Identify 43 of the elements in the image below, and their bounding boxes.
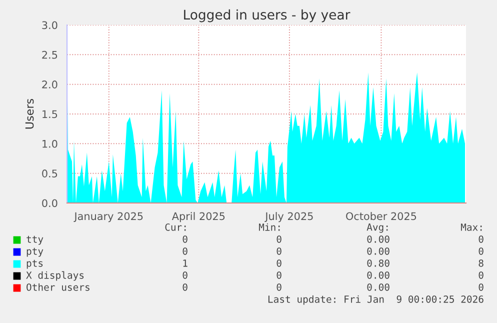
text: 0 <box>478 247 484 255</box>
y-axis-title: Users <box>25 98 34 129</box>
y-tick-label: 1.5 <box>42 110 58 118</box>
chart-title: Logged in users - by year <box>184 9 350 22</box>
y-tick-label: 1.0 <box>42 140 58 148</box>
text: 0 <box>276 259 282 267</box>
x-tick-label: January 2025 <box>74 212 143 222</box>
legend-label: X displays <box>26 271 84 281</box>
text: Cur: <box>165 223 186 231</box>
text: 0 <box>478 271 484 279</box>
text: 0 <box>276 283 282 291</box>
y-tick-label: 2.5 <box>42 50 58 59</box>
text: 0.00 <box>367 247 390 255</box>
text: 0 <box>276 271 282 279</box>
text: Last update: Fri Jan 9 00:00:25 2026 <box>268 295 484 305</box>
text: 0 <box>182 247 188 255</box>
text: Min: <box>258 223 280 231</box>
y-tick-label: 2.0 <box>42 80 58 88</box>
text: Max: <box>460 224 482 231</box>
text: 0 <box>276 247 282 255</box>
legend-label: pty <box>26 248 44 257</box>
text: 1 <box>183 260 188 267</box>
y-tick-label: 0.5 <box>42 170 58 178</box>
text: 0 <box>478 235 484 243</box>
text: 0 <box>182 235 188 243</box>
text: 0 <box>182 271 188 279</box>
text: 0 <box>182 283 188 291</box>
y-tick-label: 3.0 <box>42 21 58 30</box>
legend-label: pts <box>26 260 43 269</box>
x-tick-label: July 2025 <box>264 212 313 222</box>
text: 0.00 <box>367 271 390 279</box>
legend-label: tty <box>26 236 44 245</box>
text: 0.00 <box>367 283 390 291</box>
text: 0.00 <box>367 235 390 243</box>
text: Avg: <box>366 224 388 233</box>
text: 0.80 <box>367 259 390 267</box>
text: 8 <box>478 259 484 267</box>
y-tick-label: 0.0 <box>42 199 58 208</box>
text: 0 <box>276 235 282 243</box>
text: 0 <box>478 283 484 291</box>
x-tick-label: April 2025 <box>172 212 225 222</box>
legend-label: Other users <box>26 283 90 291</box>
x-tick-label: October 2025 <box>346 212 416 220</box>
